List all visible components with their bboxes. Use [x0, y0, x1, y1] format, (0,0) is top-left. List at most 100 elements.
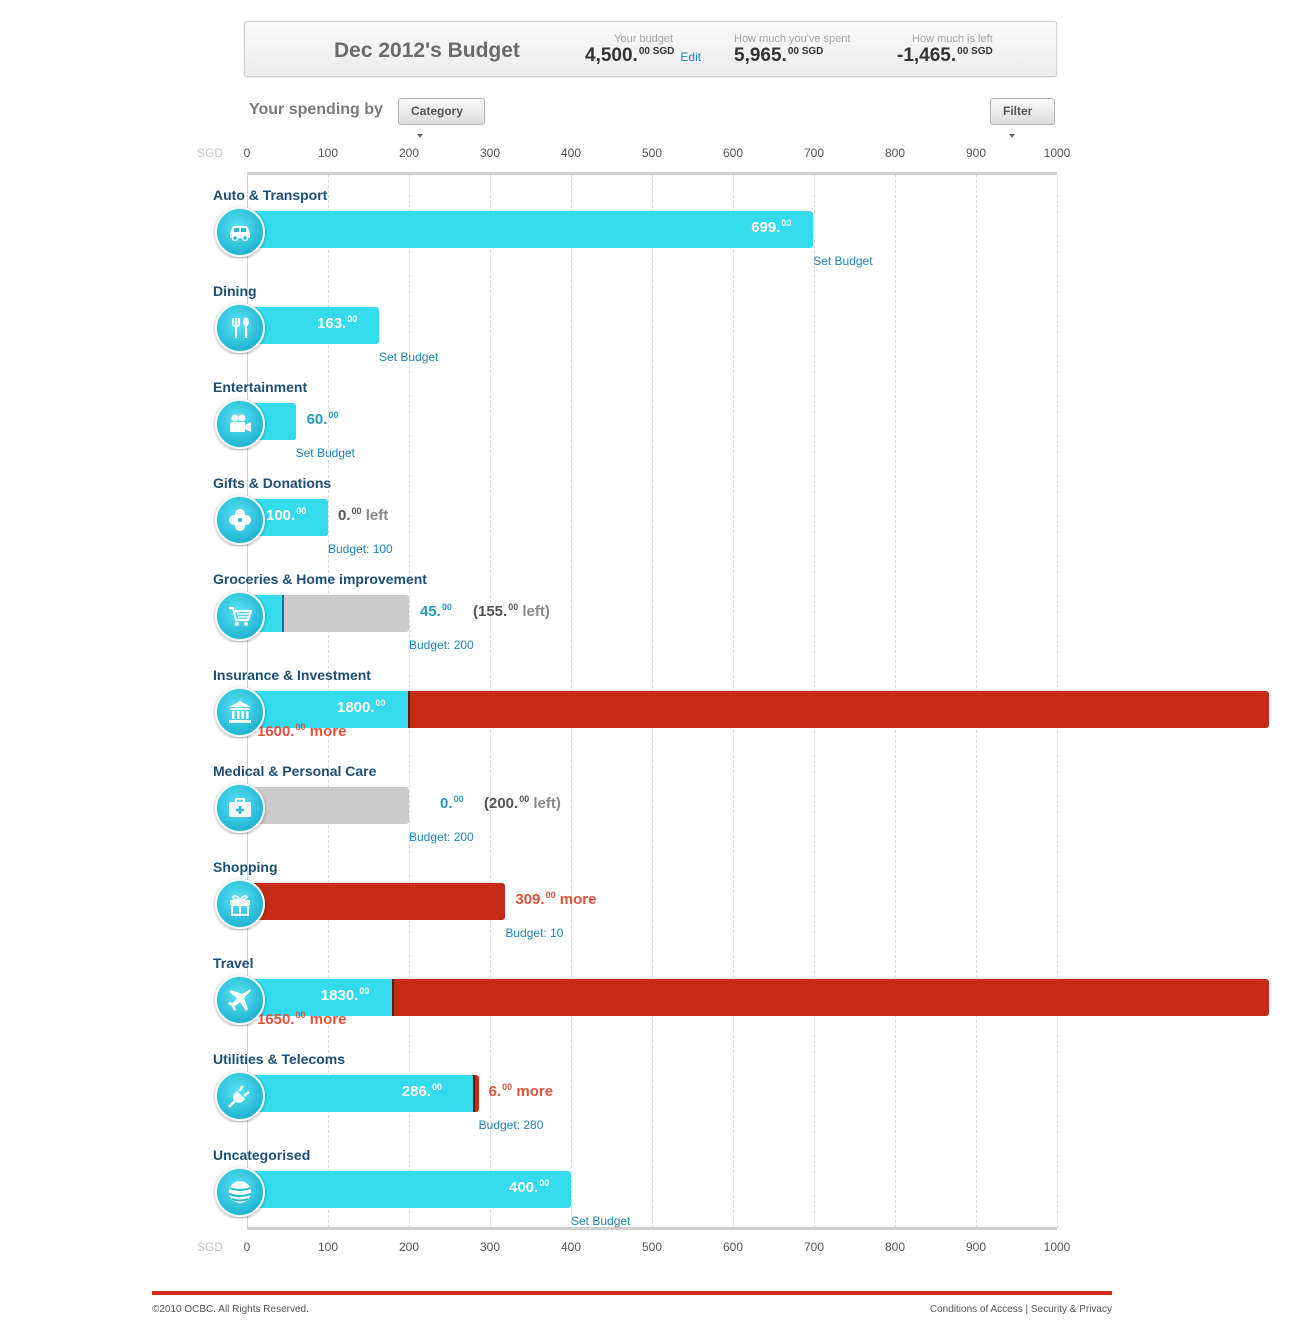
plug-category-icon: [215, 1071, 265, 1121]
axis-unit-top: SGD: [197, 146, 224, 160]
spent-amount: 286.00: [401, 1082, 443, 1100]
category-dropdown-button[interactable]: Category: [398, 98, 485, 138]
category-row: Shopping 309.00 more Budget: 10: [0, 859, 1290, 955]
category-row: Gifts & Donations 100.00 0.00 left Budget: …: [0, 475, 1290, 571]
over-amount: 6.00 more: [488, 1082, 554, 1100]
budget-label: Budget: 200: [409, 830, 474, 844]
category-dropdown-label: Category: [411, 104, 464, 118]
axis-tick-label: 300: [479, 1240, 501, 1254]
filter-dropdown-label: Filter: [1003, 104, 1033, 118]
budget-marker: [282, 595, 285, 632]
category-name: Groceries & Home improvement: [213, 571, 427, 587]
category-name: Insurance & Investment: [213, 667, 371, 683]
category-name: Uncategorised: [213, 1147, 311, 1163]
over-amount: 309.00 more: [515, 890, 597, 908]
budget-summary: Dec 2012's Budget Your budget 4,500.00 S…: [244, 21, 1057, 77]
category-row: Entertainment 60.00 Set Budget: [0, 379, 1290, 475]
remaining-amount: (200.00 left): [484, 794, 561, 812]
remaining-bar: [247, 787, 409, 824]
set-budget-link[interactable]: Set Budget: [295, 446, 355, 460]
spent-bar: [247, 1171, 571, 1208]
category-row: Medical & Personal Care 0.00 (200.00 left)…: [0, 763, 1290, 859]
category-name: Entertainment: [213, 379, 308, 395]
footer-separator: |: [1022, 1304, 1031, 1315]
axis-tick-label: 600: [722, 1240, 744, 1254]
category-name: Shopping: [213, 859, 278, 875]
left-value: -1,465.: [897, 45, 957, 66]
over-amount: 1600.00 more: [257, 722, 347, 740]
axis-tick-label: 200: [398, 146, 420, 160]
spent-amount: 100.00: [266, 506, 307, 524]
spent-bar: [247, 979, 393, 1016]
over-budget-bar: [392, 979, 1269, 1016]
bank-category-icon: [215, 687, 265, 737]
axis-tick-label: 900: [965, 1240, 987, 1254]
set-budget-link[interactable]: Set Budget: [813, 254, 873, 268]
axis-tick-label: 400: [560, 146, 582, 160]
category-name: Gifts & Donations: [213, 475, 332, 491]
over-amount: 1650.00 more: [257, 1010, 347, 1028]
category-row: Utilities & Telecoms 286.00 6.00 more Budge…: [0, 1051, 1290, 1147]
spent-amount: 163.00: [317, 314, 358, 332]
your-budget-value: 4,500.: [585, 45, 638, 66]
category-row: Insurance & Investment 1800.00 1600.00 mor…: [0, 667, 1290, 763]
budget-label: Budget: 200: [409, 638, 474, 652]
remaining-amount: 0.00 left: [338, 506, 389, 524]
budget-marker: [408, 691, 410, 728]
fork-spoon-category-icon: [215, 303, 265, 353]
security-link[interactable]: Security & Privacy: [1030, 1304, 1112, 1315]
globe-category-icon: [215, 1167, 265, 1217]
over-budget-bar: [473, 1075, 479, 1112]
chevron-down-icon: [417, 134, 423, 138]
footer-divider: [152, 1291, 1112, 1295]
spent-bar: [247, 691, 409, 728]
axis-tick-label: 300: [479, 146, 501, 160]
axis-line-bottom: [247, 1227, 1057, 1230]
filter-dropdown-button[interactable]: Filter: [990, 98, 1055, 138]
set-budget-link[interactable]: Set Budget: [571, 1214, 631, 1228]
category-name: Utilities & Telecoms: [213, 1051, 346, 1067]
spent-stat: How much you've spent 5,965.00 SGD: [734, 33, 850, 67]
axis-line-top: [247, 172, 1057, 175]
axis-tick-label: 500: [641, 146, 663, 160]
budget-marker: [472, 1075, 475, 1112]
edit-budget-link[interactable]: Edit: [680, 50, 702, 64]
spent-amount: 400.00: [509, 1178, 550, 1196]
axis-tick-label: 700: [803, 146, 825, 160]
your-budget-stat: Your budget 4,500.00 SGD Edit: [585, 33, 701, 67]
spent-amount: 0.00: [440, 794, 464, 812]
spent-value: 5,965.: [734, 45, 787, 66]
category-name: Auto & Transport: [213, 187, 328, 203]
spent-amount: 1800.00: [337, 698, 386, 716]
category-row: Uncategorised 400.00 Set Budget: [0, 1147, 1290, 1243]
axis-tick-label: 0: [243, 146, 251, 160]
spent-amount: 699.00: [751, 218, 792, 236]
clover-category-icon: [215, 495, 265, 545]
spent-cents: 00 SGD: [787, 46, 824, 57]
shopping-cart-category-icon: [215, 591, 265, 641]
conditions-link[interactable]: Conditions of Access: [929, 1304, 1023, 1315]
gift-category-icon: [215, 879, 265, 929]
budget-marker: [391, 979, 394, 1016]
footer-links: Conditions of Access | Security & Privac…: [930, 1304, 1112, 1315]
budget-label: Budget: 100: [328, 542, 393, 556]
axis-tick-label: 700: [803, 1240, 825, 1254]
axis-tick-label: 500: [641, 1240, 663, 1254]
spent-amount: 1830.00: [320, 986, 370, 1004]
car-category-icon: [215, 207, 265, 257]
airplane-category-icon: [215, 975, 265, 1025]
axis-tick-label: 1000: [1043, 1240, 1071, 1254]
over-budget-bar: [255, 883, 506, 920]
your-budget-label: Your budget: [614, 33, 674, 45]
over-budget-bar: [409, 691, 1269, 728]
axis-tick-label: 800: [884, 146, 906, 160]
category-name: Medical & Personal Care: [213, 763, 377, 779]
spent-amount: 60.00: [306, 410, 339, 428]
spent-amount: 45.00: [420, 602, 452, 620]
spent-bar: [247, 307, 380, 344]
category-name: Travel: [213, 955, 254, 971]
set-budget-link[interactable]: Set Budget: [379, 350, 439, 364]
category-row: Auto & Transport 699.00 Set Budget: [0, 187, 1290, 283]
axis-unit-bottom: SGD: [197, 1240, 224, 1254]
video-camera-category-icon: [215, 399, 265, 449]
